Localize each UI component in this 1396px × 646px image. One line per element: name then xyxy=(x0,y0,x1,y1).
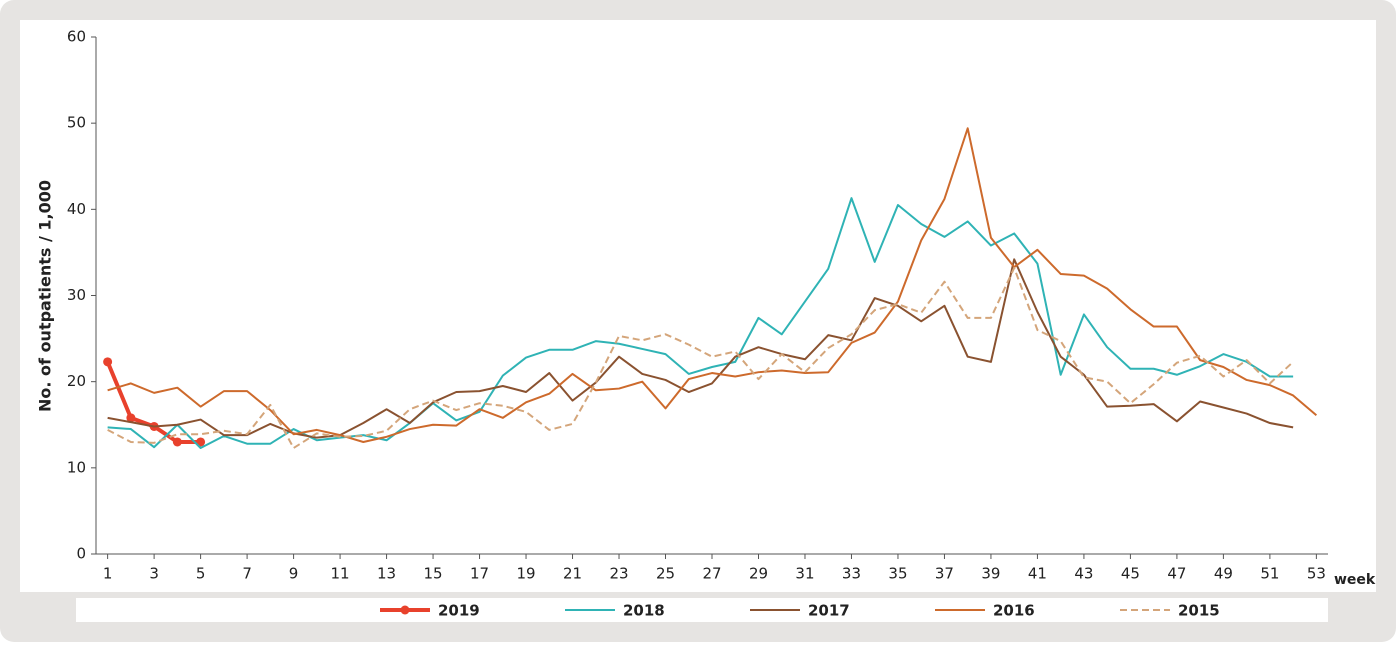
y-tick-label: 0 xyxy=(76,545,86,563)
x-tick-label: 27 xyxy=(702,565,721,583)
x-tick-label: 49 xyxy=(1214,565,1233,583)
x-tick-label: 1 xyxy=(103,565,113,583)
x-tick-label: 13 xyxy=(377,565,396,583)
x-tick-label: 43 xyxy=(1074,565,1093,583)
x-axis-label: week xyxy=(1334,572,1376,588)
y-axis-label: No. of outpatients / 1,000 xyxy=(36,180,55,412)
data-point xyxy=(172,437,182,447)
x-tick-label: 33 xyxy=(842,565,861,583)
x-tick-label: 29 xyxy=(749,565,768,583)
y-tick-label: 40 xyxy=(67,200,86,218)
x-tick-label: 41 xyxy=(1028,565,1047,583)
legend-label: 2015 xyxy=(1178,602,1220,620)
x-tick-label: 45 xyxy=(1121,565,1140,583)
x-tick-label: 15 xyxy=(424,565,443,583)
x-tick-label: 39 xyxy=(981,565,1000,583)
legend-marker xyxy=(400,605,410,615)
legend-label: 2017 xyxy=(808,602,850,620)
x-tick-label: 17 xyxy=(470,565,489,583)
series-line xyxy=(107,127,1318,443)
series-line xyxy=(107,266,1294,450)
y-tick-label: 20 xyxy=(67,372,86,390)
x-tick-label: 5 xyxy=(196,565,206,583)
x-tick-label: 25 xyxy=(656,565,675,583)
legend-label: 2019 xyxy=(438,602,480,620)
x-tick-label: 35 xyxy=(888,565,907,583)
legend-label: 2018 xyxy=(623,602,665,620)
data-point xyxy=(126,413,136,423)
x-tick-label: 51 xyxy=(1260,565,1279,583)
legend-panel xyxy=(76,598,1328,622)
x-tick-label: 7 xyxy=(242,565,252,583)
y-tick-label: 50 xyxy=(67,114,86,132)
x-tick-label: 31 xyxy=(795,565,814,583)
x-tick-label: 23 xyxy=(609,565,628,583)
x-tick-label: 47 xyxy=(1167,565,1186,583)
legend-label: 2016 xyxy=(993,602,1035,620)
y-tick-label: 10 xyxy=(67,458,86,476)
data-point xyxy=(196,437,206,447)
x-tick-label: 37 xyxy=(935,565,954,583)
y-tick-label: 60 xyxy=(67,28,86,46)
x-tick-label: 11 xyxy=(331,565,350,583)
x-tick-label: 19 xyxy=(516,565,535,583)
plot-panel xyxy=(20,20,1376,592)
series-line xyxy=(107,258,1294,439)
x-tick-label: 21 xyxy=(563,565,582,583)
x-tick-label: 9 xyxy=(289,565,299,583)
y-tick-label: 30 xyxy=(67,286,86,304)
x-tick-label: 53 xyxy=(1307,565,1326,583)
x-tick-label: 3 xyxy=(149,565,159,583)
data-point xyxy=(103,357,113,367)
